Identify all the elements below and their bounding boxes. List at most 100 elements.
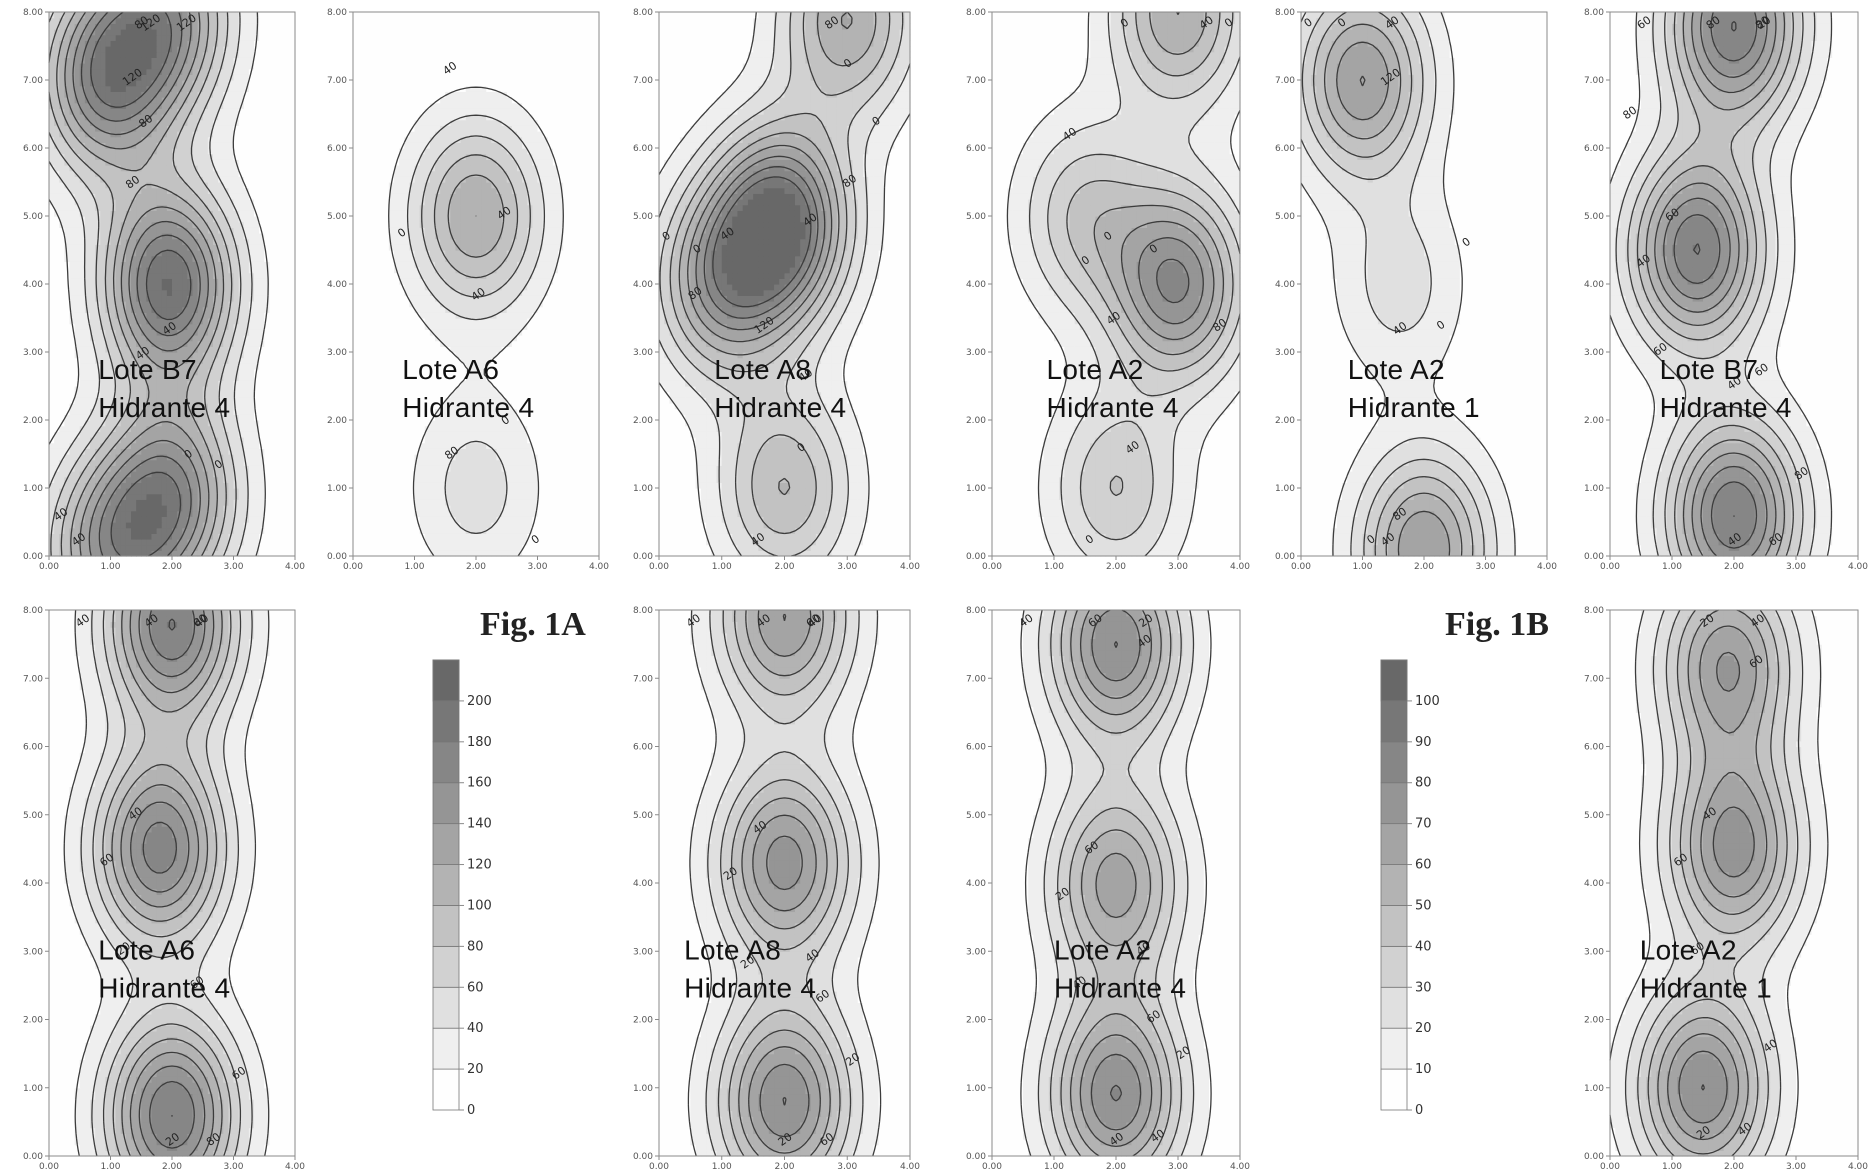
contour-band-cell (223, 460, 229, 466)
contour-band-cell (136, 454, 142, 460)
contour-band-cell (111, 346, 117, 352)
contour-band-cell (146, 494, 152, 500)
contour-band-cell (49, 409, 55, 415)
contour-band-cell (193, 431, 199, 437)
contour-band-cell (59, 375, 65, 381)
contour-band-cell (244, 363, 250, 369)
contour-band-cell (49, 329, 55, 335)
contour-band-cell (111, 341, 117, 347)
contour-band-cell (70, 375, 76, 381)
contour-band-cell (105, 528, 111, 534)
contour-band-cell (152, 505, 158, 511)
contour-band-cell (157, 528, 163, 534)
contour-band-cell (49, 403, 55, 409)
contour-band-cell (121, 516, 127, 522)
contour-band-cell (146, 545, 152, 551)
contour-band-cell (249, 403, 255, 409)
contour-band-cell (64, 369, 70, 375)
contour-band-cell (254, 516, 260, 522)
contour-band-cell (75, 363, 81, 369)
contour-band-cell (157, 505, 163, 511)
contour-band-cell (146, 522, 152, 528)
contour-band-cell (49, 358, 55, 364)
contour-band-cell (213, 533, 219, 539)
contour-band-cell (121, 545, 127, 551)
contour-band-cell (269, 369, 275, 375)
contour-band-cell (80, 386, 86, 392)
contour-band-cell (259, 426, 265, 432)
contour-band-cell (105, 454, 111, 460)
contour-band-cell (177, 454, 183, 460)
contour-band-cell (136, 499, 142, 505)
contour-band-cell (100, 465, 106, 471)
contour-band-cell (269, 363, 275, 369)
contour-band-cell (239, 380, 245, 386)
contour-band-cell (228, 437, 234, 443)
contour-band-cell (269, 392, 275, 398)
contour-band-cell (280, 499, 286, 505)
contour-band-cell (198, 352, 204, 358)
contour-band-cell (264, 454, 270, 460)
contour-band-cell (54, 375, 60, 381)
contour-band-cell (162, 341, 168, 347)
contour-band-cell (244, 352, 250, 358)
contour-band-cell (285, 380, 291, 386)
contour-band-cell (167, 341, 173, 347)
contour-band-cell (152, 335, 158, 341)
contour-band-cell (100, 499, 106, 505)
contour-band-cell (182, 539, 188, 545)
contour-band-cell (131, 522, 137, 528)
contour-band-cell (259, 414, 265, 420)
contour-band-cell (234, 431, 240, 437)
contour-band-cell (228, 375, 234, 381)
contour-band-cell (269, 454, 275, 460)
contour-band-cell (203, 369, 209, 375)
contour-band-cell (49, 465, 55, 471)
contour-band-cell (90, 369, 96, 375)
contour-band-cell (259, 494, 265, 500)
contour-band-cell (141, 516, 147, 522)
contour-band-cell (280, 386, 286, 392)
contour-band-cell (59, 380, 65, 386)
contour-band-cell (223, 528, 229, 534)
contour-band-cell (264, 409, 270, 415)
contour-band-cell (269, 386, 275, 392)
contour-band-cell (141, 465, 147, 471)
contour-band-cell (182, 511, 188, 517)
contour-band-cell (167, 494, 173, 500)
contour-band-cell (275, 482, 281, 488)
contour-band-cell (70, 409, 76, 415)
contour-band-cell (228, 431, 234, 437)
contour-band-cell (157, 477, 163, 483)
contour-band-cell (193, 488, 199, 494)
contour-band-cell (228, 545, 234, 551)
contour-band-cell (162, 528, 168, 534)
contour-band-cell (152, 499, 158, 505)
contour-band-cell (213, 426, 219, 432)
contour-band-cell (259, 369, 265, 375)
contour-band-cell (49, 392, 55, 398)
contour-band-cell (208, 465, 214, 471)
contour-band-cell (85, 329, 91, 335)
contour-band-cell (275, 386, 281, 392)
contour-band-cell (234, 358, 240, 364)
contour-band-cell (146, 341, 152, 347)
contour-band-cell (105, 533, 111, 539)
contour-band-cell (141, 522, 147, 528)
contour-band-cell (228, 358, 234, 364)
contour-band-cell (269, 420, 275, 426)
contour-band-cell (64, 488, 70, 494)
contour-band-cell (85, 392, 91, 398)
contour-band-cell (85, 488, 91, 494)
contour-band-cell (64, 386, 70, 392)
contour-band-cell (90, 539, 96, 545)
contour-band-cell (228, 426, 234, 432)
contour-band-cell (152, 460, 158, 466)
contour-band-cell (54, 341, 60, 347)
contour-band-cell (254, 482, 260, 488)
contour-band-cell (167, 545, 173, 551)
contour-band-cell (218, 363, 224, 369)
contour-band-cell (234, 448, 240, 454)
contour-band-cell (269, 471, 275, 477)
contour-band-cell (249, 426, 255, 432)
